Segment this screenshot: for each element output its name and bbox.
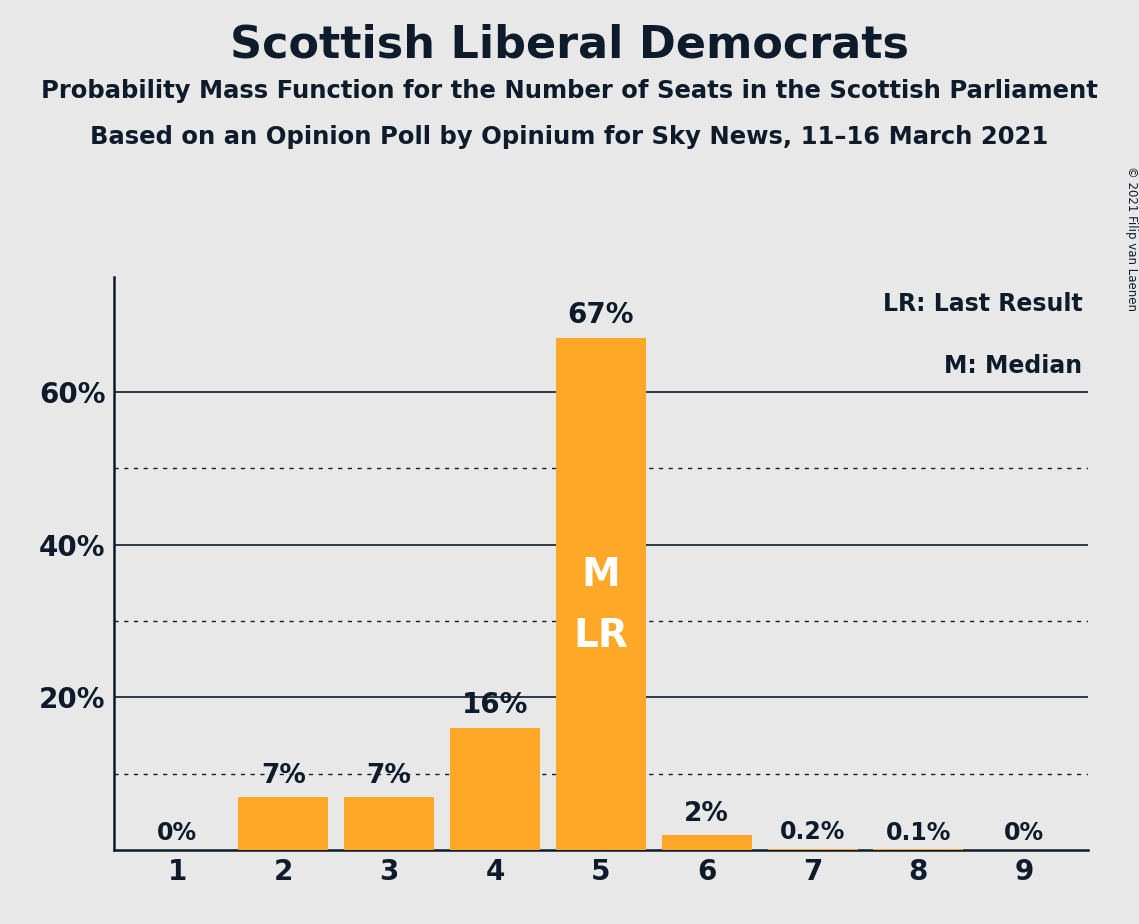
Bar: [344, 796, 434, 850]
Bar: [662, 834, 752, 850]
Bar: [238, 796, 328, 850]
Text: LR: LR: [573, 617, 629, 655]
Bar: [768, 848, 858, 850]
Text: © 2021 Filip van Laenen: © 2021 Filip van Laenen: [1124, 166, 1138, 311]
Text: M: Median: M: Median: [944, 354, 1082, 378]
Text: 67%: 67%: [567, 301, 634, 329]
Text: 0%: 0%: [1005, 821, 1044, 845]
Text: 2%: 2%: [685, 801, 729, 827]
Text: 7%: 7%: [261, 763, 305, 789]
Text: 16%: 16%: [461, 691, 528, 719]
Text: Probability Mass Function for the Number of Seats in the Scottish Parliament: Probability Mass Function for the Number…: [41, 79, 1098, 103]
Bar: [450, 728, 540, 850]
Bar: [556, 338, 646, 850]
Text: M: M: [581, 556, 621, 594]
Text: 0.1%: 0.1%: [886, 821, 951, 845]
Text: Scottish Liberal Democrats: Scottish Liberal Democrats: [230, 23, 909, 67]
Text: 0.2%: 0.2%: [780, 820, 845, 844]
Text: 0%: 0%: [157, 821, 197, 845]
Text: 7%: 7%: [367, 763, 411, 789]
Text: LR: Last Result: LR: Last Result: [883, 293, 1082, 317]
Text: Based on an Opinion Poll by Opinium for Sky News, 11–16 March 2021: Based on an Opinion Poll by Opinium for …: [90, 125, 1049, 149]
